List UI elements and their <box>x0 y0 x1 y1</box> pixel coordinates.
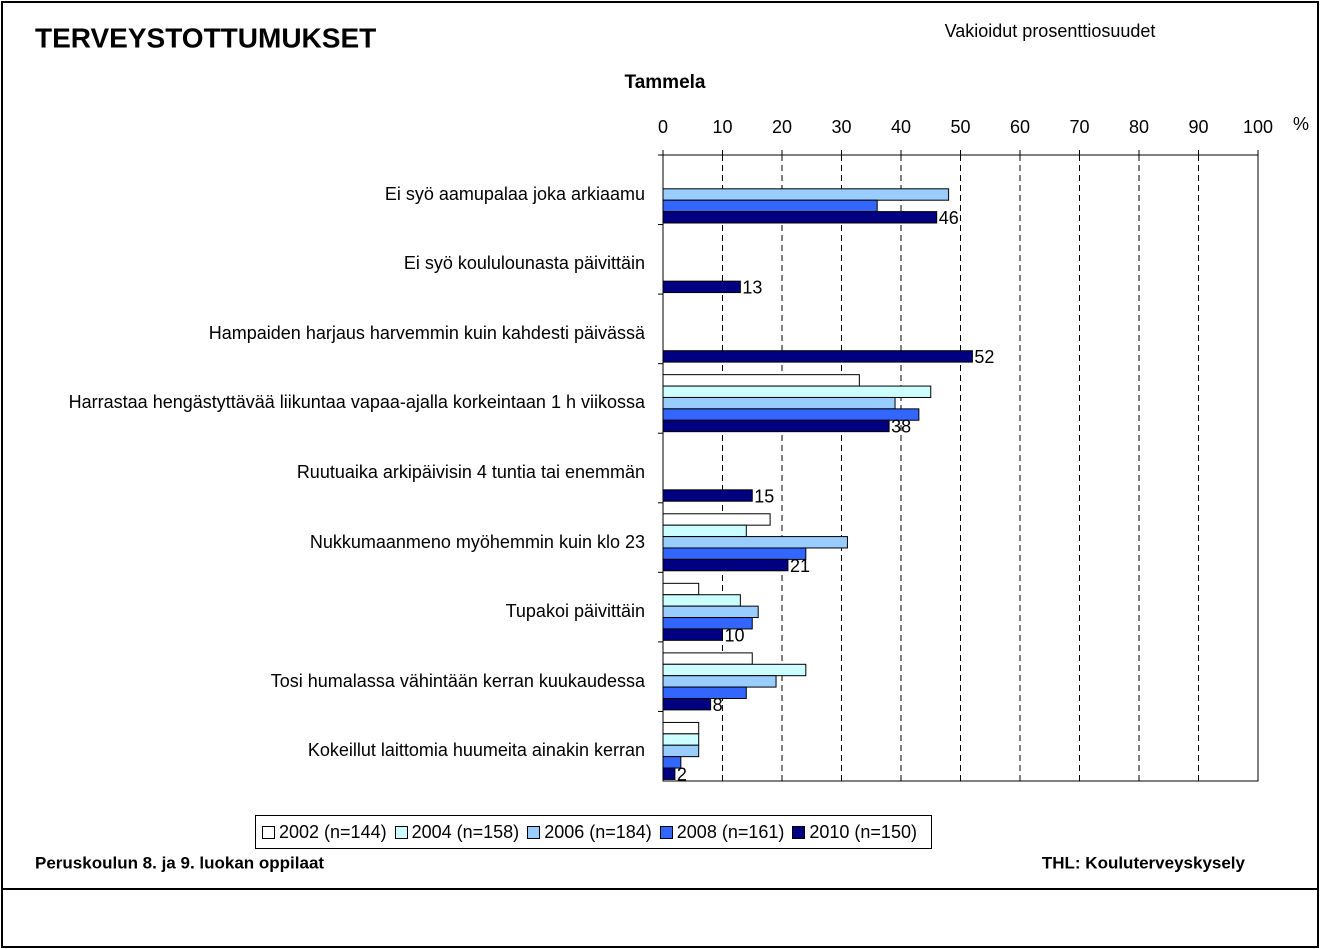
category-label: Tupakoi päivittäin <box>505 601 645 622</box>
bar <box>662 744 700 758</box>
bar <box>662 733 700 746</box>
title: TERVEYSTOTTUMUKSET <box>35 22 376 53</box>
bar <box>662 721 700 735</box>
bar <box>662 663 807 677</box>
legend-item: 2004 (n=158) <box>394 821 520 843</box>
bar <box>662 489 753 502</box>
x-tick-label: 100 <box>1243 117 1273 137</box>
x-tick-label: 60 <box>1010 117 1030 137</box>
bar <box>662 199 878 213</box>
x-tick-label: 40 <box>891 117 911 137</box>
legend-label: 2004 (n=158) <box>411 821 520 842</box>
plot-frame <box>662 154 1259 782</box>
data-label: 15 <box>754 486 774 506</box>
data-label: 52 <box>974 347 994 367</box>
bar <box>662 350 973 363</box>
x-tick-label: 10 <box>712 117 732 137</box>
legend-label: 2010 (n=150) <box>809 821 917 842</box>
bar <box>662 605 759 619</box>
bar <box>662 767 676 780</box>
category-label: Kokeillut laittomia huumeita ainakin ker… <box>307 740 645 761</box>
category-label: Tosi humalassa vähintään kerran kuukaude… <box>270 670 645 691</box>
data-label: 38 <box>891 417 911 437</box>
x-tick-label: 20 <box>772 117 792 137</box>
bar <box>662 524 747 538</box>
legend-label: 2002 (n=144) <box>279 821 387 842</box>
legend-swatch <box>262 825 275 839</box>
x-tick-label: 80 <box>1129 117 1149 137</box>
x-tick-label: 30 <box>831 117 851 137</box>
legend-label: 2008 (n=161) <box>676 821 785 842</box>
bar <box>662 396 896 410</box>
bar <box>662 582 700 596</box>
data-label: 21 <box>790 556 810 576</box>
bar <box>662 385 932 398</box>
legend-item: 2008 (n=161) <box>659 821 785 843</box>
bar <box>662 188 950 201</box>
bar <box>662 280 741 294</box>
chart-title: Tammela <box>625 72 706 93</box>
bar <box>662 697 712 711</box>
legend: 2002 (n=144) 2004 (n=158) 2006 (n=184) 2008… <box>255 815 932 849</box>
legend-item: 2002 (n=144) <box>262 822 387 843</box>
x-tick-label: 90 <box>1188 117 1208 137</box>
footer-right: THL: Kouluterveyskysely <box>1042 853 1246 872</box>
bar <box>662 594 741 607</box>
x-tick-label: 0 <box>658 117 668 137</box>
bar <box>662 652 753 665</box>
legend-label: 2006 (n=184) <box>544 821 652 842</box>
category-label: Harrastaa hengästyttävää liikuntaa vapaa… <box>68 392 645 413</box>
x-tick-label: 70 <box>1069 117 1089 137</box>
legend-swatch <box>527 825 541 839</box>
legend-swatch <box>659 825 673 839</box>
data-label: 2 <box>677 764 687 784</box>
bar <box>662 211 938 224</box>
data-label: 8 <box>713 695 723 715</box>
footer-left: Peruskoulun 8. ja 9. luokan oppilaat <box>35 853 324 872</box>
bar <box>662 536 848 549</box>
bar <box>662 374 860 387</box>
subtitle: Vakioidut prosenttiosuudet <box>945 21 1156 41</box>
bar <box>662 547 807 560</box>
data-label: 46 <box>939 208 959 228</box>
category-label: Nukkumaanmeno myöhemmin kuin klo 23 <box>309 531 645 552</box>
bar <box>662 558 789 572</box>
category-label: Ruutuaika arkipäivisin 4 tuntia tai enem… <box>296 462 645 482</box>
category-label: Ei syö koululounasta päivittäin <box>403 253 645 274</box>
legend-swatch <box>394 825 408 839</box>
bar <box>662 513 771 526</box>
bar <box>662 408 920 421</box>
bar <box>662 686 747 699</box>
x-unit: % <box>1293 114 1309 134</box>
bar <box>662 419 890 433</box>
legend-swatch <box>792 825 806 839</box>
bar <box>662 675 777 688</box>
data-label: 13 <box>742 278 762 298</box>
category-label: Ei syö aamupalaa joka arkiaamu <box>384 183 645 204</box>
bar <box>662 628 723 641</box>
legend-item: 2010 (n=150) <box>792 822 917 843</box>
data-label: 10 <box>725 625 745 645</box>
x-tick-label: 50 <box>950 117 970 137</box>
legend-item: 2006 (n=184) <box>527 822 652 843</box>
category-label: Hampaiden harjaus harvemmin kuin kahdest… <box>208 322 645 343</box>
